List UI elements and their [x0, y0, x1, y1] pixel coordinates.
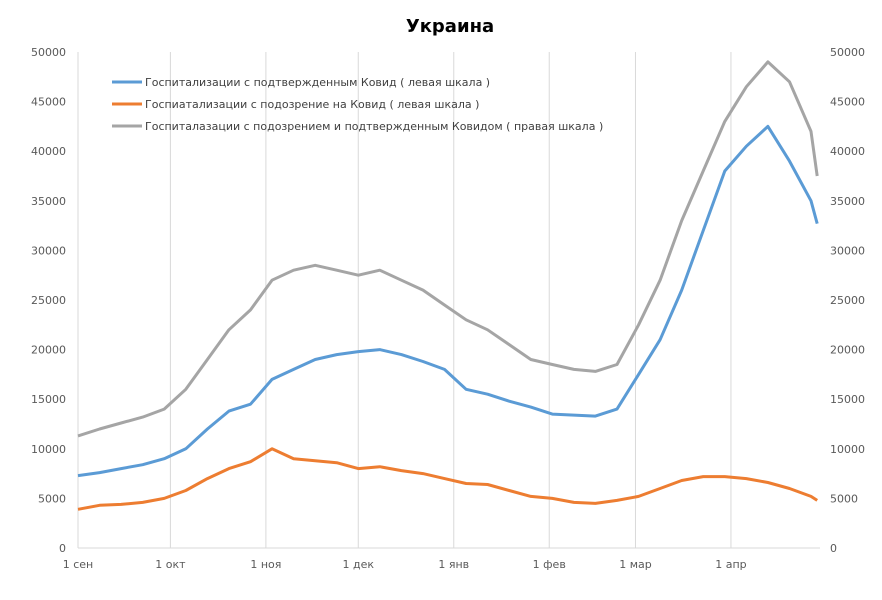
x-tick-label: 1 ноя [250, 558, 281, 571]
x-tick-label: 1 мар [619, 558, 652, 571]
series-line-1 [77, 447, 819, 511]
y-left-tick-label: 30000 [31, 244, 66, 257]
legend-label: Госпиатализации с подозрение на Ковид ( … [145, 98, 479, 111]
x-tick-label: 1 апр [715, 558, 746, 571]
y-left-tick-label: 40000 [31, 145, 66, 158]
x-tick-label: 1 сен [63, 558, 94, 571]
y-right-tick-label: 10000 [830, 443, 865, 456]
x-tick-label: 1 фев [533, 558, 566, 571]
y-right-tick-label: 20000 [830, 344, 865, 357]
series-line-2 [77, 60, 819, 438]
y-left-tick-label: 25000 [31, 294, 66, 307]
legend-label: Госпиталазации с подозрением и подтвержд… [145, 120, 603, 133]
y-right-tick-label: 25000 [830, 294, 865, 307]
y-left-tick-label: 15000 [31, 393, 66, 406]
y-right-tick-label: 30000 [830, 244, 865, 257]
y-right-tick-label: 35000 [830, 195, 865, 208]
y-right-tick-label: 50000 [830, 46, 865, 59]
x-tick-label: 1 янв [438, 558, 469, 571]
y-right-tick-label: 5000 [830, 492, 858, 505]
y-right-tick-label: 15000 [830, 393, 865, 406]
y-right-tick-label: 0 [830, 542, 837, 555]
series-line-0 [77, 124, 819, 478]
y-left-tick-label: 35000 [31, 195, 66, 208]
y-left-tick-label: 0 [59, 542, 66, 555]
x-tick-label: 1 дек [343, 558, 375, 571]
chart-title: Украина [406, 16, 494, 37]
y-left-tick-label: 20000 [31, 344, 66, 357]
y-left-tick-label: 50000 [31, 46, 66, 59]
y-right-tick-label: 40000 [830, 145, 865, 158]
legend-label: Госпитализации с подтвержденным Ковид ( … [145, 76, 490, 89]
y-left-tick-label: 5000 [38, 492, 66, 505]
y-left-tick-label: 10000 [31, 443, 66, 456]
y-right-tick-label: 45000 [830, 96, 865, 109]
y-left-tick-label: 45000 [31, 96, 66, 109]
x-tick-label: 1 окт [155, 558, 186, 571]
